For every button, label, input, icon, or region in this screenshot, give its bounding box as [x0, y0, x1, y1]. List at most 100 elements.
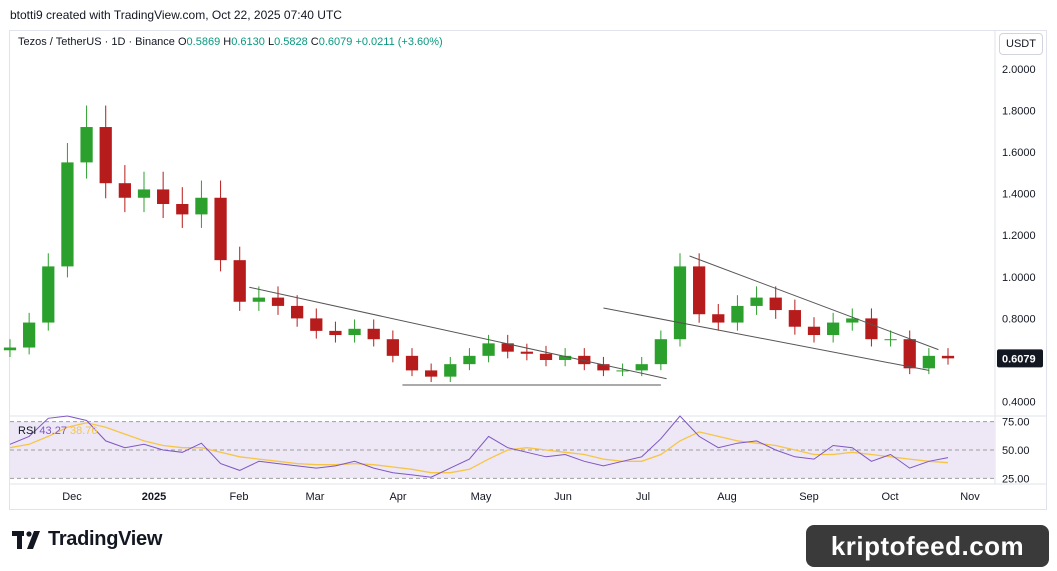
- candle-body: [176, 204, 189, 215]
- high-value: 0.6130: [231, 36, 265, 48]
- last-price-label: 0.6079: [1002, 353, 1036, 365]
- time-tick-label: Sep: [799, 491, 819, 503]
- candle-body: [329, 330, 342, 336]
- change-value: +0.0211 (+3.60%): [355, 36, 443, 48]
- candle-body: [214, 197, 227, 261]
- candle-body: [118, 183, 131, 198]
- candle-body: [884, 339, 897, 341]
- candle-body: [137, 189, 151, 198]
- high-label: H: [223, 36, 232, 48]
- low-label: L: [267, 36, 275, 48]
- close-value: 0.6079: [318, 36, 353, 48]
- candle-body: [310, 318, 323, 331]
- rsi-line: [9, 415, 949, 478]
- candle-body: [367, 328, 380, 340]
- time-tick-label: 2025: [142, 491, 166, 503]
- candle-body: [482, 343, 495, 356]
- time-tick-label: Aug: [717, 491, 737, 503]
- price-tick-label: 1.0000: [1002, 272, 1036, 284]
- candle-body: [233, 260, 246, 302]
- candle-body: [3, 347, 17, 351]
- candle-body: [291, 305, 304, 319]
- candle-body: [903, 339, 916, 369]
- symbol-label: Tezos / TetherUS · 1D · Binance: [18, 36, 175, 48]
- price-tick-label: 2.0000: [1002, 64, 1036, 76]
- tradingview-logo-icon: [12, 530, 40, 549]
- price-chart[interactable]: 2.0000 1.8000 1.6000 1.4000 1.2000 1.0000 0.80…: [0, 0, 1057, 520]
- price-tick-label: 1.4000: [1002, 189, 1036, 201]
- open-label: O: [177, 36, 187, 48]
- candle-body: [386, 339, 399, 356]
- candle-body: [673, 266, 687, 340]
- wedge-lower-line: [603, 307, 929, 371]
- candle-body: [712, 314, 725, 323]
- candle-body: [195, 197, 208, 215]
- rsi-ma-value: 38.76: [70, 425, 98, 437]
- candle-body: [61, 162, 74, 267]
- candle-body: [271, 297, 285, 306]
- rsi-tick-label: 25.00: [1002, 473, 1030, 485]
- candle-body: [80, 127, 93, 163]
- price-tick-label: 1.6000: [1002, 147, 1036, 159]
- chart-caption: btotti9 created with TradingView.com, Oc…: [10, 8, 342, 22]
- trendline-descending: [249, 286, 667, 380]
- rsi-value: 43.27: [39, 425, 67, 437]
- candle-body: [520, 351, 533, 354]
- price-tick-label: 0.8000: [1002, 313, 1036, 325]
- time-tick-label: Jul: [636, 491, 650, 503]
- candle-body: [559, 355, 572, 360]
- candle-body: [348, 328, 361, 336]
- low-value: 0.5828: [274, 36, 308, 48]
- candle-body: [252, 297, 265, 302]
- candle-body: [769, 297, 782, 311]
- candle-body: [405, 355, 419, 371]
- time-tick-label: May: [471, 491, 492, 503]
- time-tick-label: Mar: [306, 491, 325, 503]
- close-label: C: [310, 36, 319, 48]
- candle-body: [539, 353, 553, 360]
- candle-body: [597, 364, 610, 371]
- candle-body: [501, 343, 514, 352]
- candle-body: [157, 189, 170, 204]
- candle-body: [444, 364, 457, 377]
- candle-body: [693, 266, 706, 315]
- rsi-ma-line: [9, 422, 949, 474]
- time-tick-label: Feb: [230, 491, 249, 503]
- currency-button[interactable]: USDT: [999, 33, 1043, 55]
- time-tick-label: Dec: [62, 491, 82, 503]
- candle-body: [922, 355, 935, 369]
- candle-body: [846, 318, 859, 323]
- wedge-upper-line: [689, 255, 939, 351]
- candle-body: [941, 355, 955, 359]
- price-tick-label: 0.4000: [1002, 397, 1036, 409]
- candle-body: [616, 370, 629, 372]
- candle-body: [788, 310, 801, 327]
- time-tick-label: Oct: [881, 491, 898, 503]
- candle-body: [463, 355, 476, 365]
- last-price-tag: [997, 349, 1043, 368]
- time-tick-label: Apr: [389, 491, 406, 503]
- tradingview-logo-text: TradingView: [48, 528, 163, 550]
- candle-body: [654, 339, 667, 365]
- candle-body: [635, 364, 648, 371]
- open-value: 0.5869: [186, 36, 221, 48]
- price-tick-label: 1.8000: [1002, 105, 1036, 117]
- time-tick-label: Nov: [960, 491, 980, 503]
- tradingview-logo[interactable]: TradingView: [12, 528, 162, 551]
- rsi-legend: RSI 43.27 38.76: [18, 425, 98, 437]
- candle-body: [425, 370, 438, 377]
- candle-body: [578, 355, 591, 365]
- candle-body: [731, 305, 744, 323]
- candle-body: [42, 266, 55, 323]
- candle-body: [807, 326, 821, 336]
- kriptofeed-watermark: kriptofeed.com: [806, 525, 1049, 567]
- time-tick-label: Jun: [554, 491, 572, 503]
- rsi-label: RSI: [18, 425, 37, 437]
- candle-body: [23, 322, 36, 348]
- candle-body: [827, 322, 840, 336]
- candle-body: [865, 318, 878, 340]
- rsi-tick-label: 50.00: [1002, 445, 1030, 457]
- price-tick-label: 1.2000: [1002, 230, 1036, 242]
- candle-body: [99, 127, 112, 184]
- ohlc-legend: Tezos / TetherUS · 1D · Binance O0.5869 …: [18, 36, 443, 48]
